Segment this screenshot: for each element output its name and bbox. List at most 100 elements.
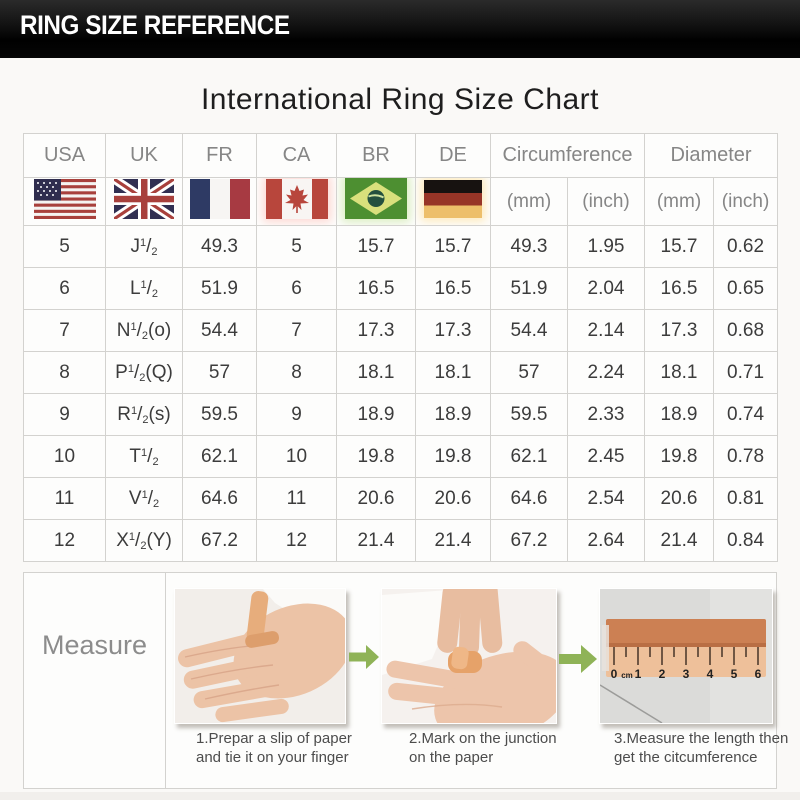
cell-diam-inch: 0.74 (713, 393, 779, 436)
ruler-number: 2 (659, 667, 666, 681)
cell-fr: 54.4 (182, 309, 257, 352)
table-row: 6 L1/2 51.9 6 16.5 16.5 51.9 2.04 16.5 0… (23, 267, 779, 310)
unit-header-diam-inch: (inch) (713, 177, 779, 226)
ruler-number: 3 (683, 667, 690, 681)
caption-line: and tie it on your finger (196, 749, 349, 766)
uk-flag-icon (114, 178, 174, 219)
flag-row: (mm) (inch) (mm) (inch) (23, 177, 779, 226)
cell-usa: 11 (23, 477, 106, 520)
br-flag-icon (345, 178, 407, 219)
table-row: 7 N1/2(o) 54.4 7 17.3 17.3 54.4 2.14 17.… (23, 309, 779, 352)
bottom-strip (0, 792, 800, 800)
cell-uk: N1/2(o) (105, 309, 183, 352)
cell-circ-inch: 1.95 (566, 225, 646, 268)
table-row: 5 J1/2 49.3 5 15.7 15.7 49.3 1.95 15.7 0… (23, 225, 779, 268)
cell-circ-mm: 64.6 (490, 477, 568, 520)
cell-uk: R1/2(s) (105, 393, 183, 436)
cell-usa: 12 (23, 519, 106, 562)
step1-photo (174, 588, 346, 724)
ruler-number: 5 (731, 667, 738, 681)
caption-line: get the citcumference (614, 749, 758, 766)
cell-fr: 59.5 (182, 393, 257, 436)
cell-br: 18.9 (336, 393, 416, 436)
cell-usa: 6 (23, 267, 106, 310)
cell-ca: 11 (256, 477, 337, 520)
cell-circ-inch: 2.14 (566, 309, 646, 352)
cell-diam-mm: 17.3 (644, 309, 715, 352)
step1-caption: 1.Prepar a slip of paper and tie it on y… (196, 729, 376, 767)
step2-photo (381, 588, 557, 724)
cell-de: 19.8 (415, 435, 491, 478)
fr-flag-icon (189, 178, 250, 219)
cell-diam-inch: 0.68 (713, 309, 779, 352)
cell-diam-inch: 0.71 (713, 351, 779, 394)
ruler-unit: cm (621, 671, 633, 680)
ruler-number: 6 (755, 667, 762, 681)
de-flag-icon (424, 179, 482, 218)
cell-de: 18.9 (415, 393, 491, 436)
cell-usa: 9 (23, 393, 106, 436)
cell-diam-mm: 15.7 (644, 225, 715, 268)
table-row: 11 V1/2 64.6 11 20.6 20.6 64.6 2.54 20.6… (23, 477, 779, 520)
cell-usa: 5 (23, 225, 106, 268)
cell-circ-inch: 2.24 (566, 351, 646, 394)
cell-uk: T1/2 (105, 435, 183, 478)
cell-fr: 51.9 (182, 267, 257, 310)
table-row: 8 P1/2(Q) 57 8 18.1 18.1 57 2.24 18.1 0.… (23, 351, 779, 394)
caption-line: 1.Prepar a slip of paper (196, 730, 352, 747)
col-header-diameter: Diameter (644, 133, 779, 178)
cell-usa: 10 (23, 435, 106, 478)
cell-diam-mm: 20.6 (644, 477, 715, 520)
cell-circ-mm: 59.5 (490, 393, 568, 436)
cell-br: 19.8 (336, 435, 416, 478)
cell-de: 15.7 (415, 225, 491, 268)
flag-cell-br (336, 177, 416, 226)
flag-cell-uk (105, 177, 183, 226)
cell-ca: 5 (256, 225, 337, 268)
col-header-uk: UK (105, 133, 183, 178)
size-table-body: 5 J1/2 49.3 5 15.7 15.7 49.3 1.95 15.7 0… (23, 225, 779, 562)
cell-de: 17.3 (415, 309, 491, 352)
caption-line: 2.Mark on the junction (409, 730, 557, 747)
col-header-de: DE (415, 133, 491, 178)
cell-br: 18.1 (336, 351, 416, 394)
cell-circ-mm: 67.2 (490, 519, 568, 562)
cell-fr: 57 (182, 351, 257, 394)
cell-diam-mm: 19.8 (644, 435, 715, 478)
banner: RING SIZE REFERENCE (0, 0, 800, 58)
step3-photo: 0 cm 1 2 3 4 5 6 (599, 588, 773, 724)
cell-ca: 9 (256, 393, 337, 436)
cell-br: 21.4 (336, 519, 416, 562)
cell-ca: 8 (256, 351, 337, 394)
col-header-usa: USA (23, 133, 106, 178)
unit-header-circ-inch: (inch) (566, 177, 646, 226)
ring-size-table: USA UK FR CA BR DE Circumference Diamete… (23, 133, 779, 562)
unit-header-circ-mm: (mm) (490, 177, 568, 226)
cell-fr: 62.1 (182, 435, 257, 478)
col-header-fr: FR (182, 133, 257, 178)
cell-diam-mm: 18.1 (644, 351, 715, 394)
cell-diam-inch: 0.84 (713, 519, 779, 562)
step-arrow-icon (349, 645, 379, 669)
caption-line: 3.Measure the length then (614, 730, 789, 747)
cell-ca: 7 (256, 309, 337, 352)
cell-uk: P1/2(Q) (105, 351, 183, 394)
table-row: 12 X1/2(Y) 67.2 12 21.4 21.4 67.2 2.64 2… (23, 519, 779, 562)
cell-br: 17.3 (336, 309, 416, 352)
cell-circ-inch: 2.64 (566, 519, 646, 562)
page-title: International Ring Size Chart (200, 83, 600, 116)
col-header-ca: CA (256, 133, 337, 178)
flag-cell-de (415, 177, 491, 226)
cell-circ-inch: 2.33 (566, 393, 646, 436)
table-row: 9 R1/2(s) 59.5 9 18.9 18.9 59.5 2.33 18.… (23, 393, 779, 436)
banner-title: RING SIZE REFERENCE (20, 10, 290, 40)
measure-section: Measure (23, 572, 788, 789)
cell-usa: 7 (23, 309, 106, 352)
step2-caption: 2.Mark on the junction on the paper (409, 729, 589, 767)
ruler-number: 1 (635, 667, 642, 681)
cell-diam-inch: 0.78 (713, 435, 779, 478)
unit-header-diam-mm: (mm) (644, 177, 715, 226)
cell-br: 15.7 (336, 225, 416, 268)
cell-circ-mm: 49.3 (490, 225, 568, 268)
cell-fr: 64.6 (182, 477, 257, 520)
